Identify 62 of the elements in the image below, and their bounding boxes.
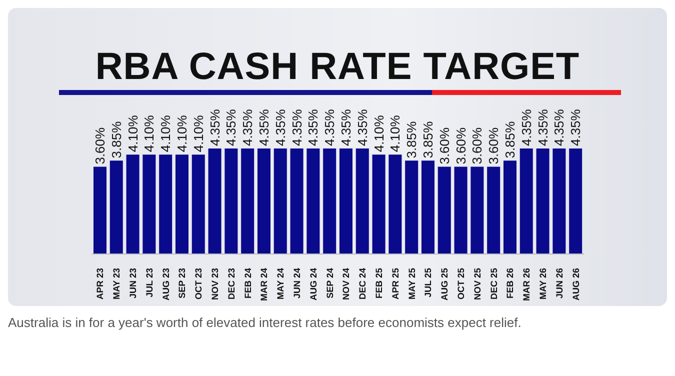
text: Australia is in for a year's worth of elevated interest rates before economists expect relief. [8, 314, 522, 332]
x-tick-label: APR 23 [95, 268, 106, 300]
data-label: 3.85% [502, 120, 518, 158]
data-label: 4.35% [535, 108, 550, 146]
x-tick-label: SEP 23 [177, 268, 188, 298]
data-label: 3.60% [486, 126, 502, 164]
data-label: 4.35% [240, 108, 256, 146]
data-label: 3.85% [108, 120, 124, 158]
x-tick-label: SEP 24 [324, 268, 335, 298]
x-tick-label: FEB 24 [242, 268, 253, 299]
data-label: 4.35% [322, 108, 338, 146]
x-tick-label: FEB 26 [505, 268, 516, 299]
x-tick-label: JUN 26 [554, 268, 564, 299]
x-tick-label: AUG 24 [308, 268, 318, 301]
data-label: 4.10% [371, 114, 386, 152]
x-tick-label: MAR 26 [522, 268, 532, 302]
data-label: 4.35% [207, 108, 222, 146]
data-label: 3.60% [436, 126, 452, 164]
x-tick-label: MAY 24 [276, 268, 286, 300]
data-label: 3.60% [92, 126, 108, 164]
data-label: 4.10% [125, 114, 140, 152]
data-label: 4.35% [518, 108, 534, 146]
x-tick-label: NOV 24 [341, 268, 352, 300]
x-tick-label: JUN 23 [128, 268, 138, 299]
data-label: 4.10% [142, 114, 157, 152]
data-label: 3.60% [453, 126, 468, 164]
data-label: 4.35% [306, 108, 321, 146]
x-tick-label: MAY 26 [538, 268, 548, 300]
x-tick-label: DEC 23 [226, 268, 236, 300]
x-tick-label: JUN 24 [292, 268, 302, 299]
data-label: 4.35% [256, 108, 272, 146]
data-label: 4.10% [388, 114, 403, 152]
data-label: 3.85% [404, 120, 420, 158]
data-label: 3.85% [420, 120, 436, 158]
x-tick-label: AUG 25 [440, 268, 450, 301]
data-label: 4.35% [568, 108, 584, 146]
x-tick-label: OCT 25 [456, 268, 466, 300]
data-label: 4.35% [338, 108, 354, 146]
data-label: 3.60% [470, 126, 485, 164]
data-label: 4.10% [174, 114, 190, 152]
x-tick-label: DEC 25 [488, 268, 499, 300]
data-label: 4.10% [190, 114, 206, 152]
data-label: 4.35% [224, 108, 239, 146]
x-tick-label: AUG 23 [160, 268, 171, 301]
data-label: 4.35% [289, 108, 304, 146]
x-tick-label: NOV 25 [472, 268, 482, 300]
x-tick-label: MAY 23 [112, 268, 122, 300]
chart-title: RBA CASH RATE TARGET [94, 46, 581, 89]
x-tick-label: DEC 24 [358, 268, 368, 300]
data-label: 4.35% [552, 108, 567, 146]
x-tick-label: FEB 25 [374, 268, 384, 299]
data-label: 4.10% [158, 114, 174, 152]
x-tick-label: NOV 23 [210, 268, 220, 300]
x-tick-label: AUG 26 [570, 268, 581, 301]
x-tick-label: MAY 25 [406, 268, 417, 300]
x-tick-label: APR 25 [390, 268, 400, 300]
data-label: 4.35% [272, 108, 288, 146]
x-tick-label: JUL 23 [144, 268, 154, 298]
x-tick-label: MAR 24 [259, 268, 270, 302]
x-tick-label: JUL 25 [423, 268, 434, 298]
data-label: 4.35% [354, 108, 370, 146]
x-tick-label: OCT 23 [194, 268, 204, 300]
